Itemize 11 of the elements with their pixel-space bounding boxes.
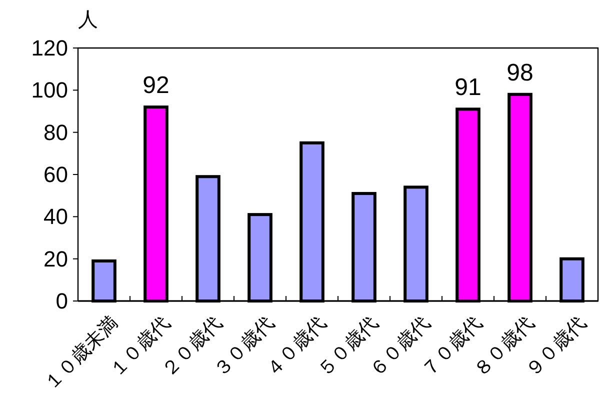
data-label: 98: [506, 59, 534, 86]
y-tick-label: 60: [44, 162, 68, 187]
y-tick-label: 100: [31, 78, 68, 103]
y-tick-label: 40: [44, 204, 68, 230]
y-axis-title: 人: [78, 9, 98, 31]
y-tick-label: 80: [44, 120, 68, 145]
y-tick-label: 20: [44, 246, 68, 272]
data-label: 92: [142, 72, 170, 100]
y-tick-label: 0: [56, 288, 68, 314]
y-tick-label: 120: [31, 36, 68, 60]
data-label: 91: [454, 74, 482, 102]
